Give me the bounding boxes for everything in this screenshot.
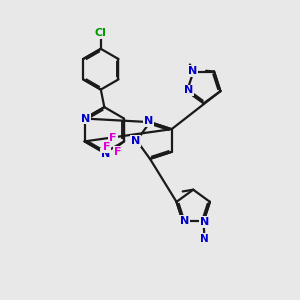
Text: F: F [109,133,117,143]
Text: N: N [184,85,193,95]
Text: F: F [103,142,110,152]
Text: N: N [180,216,189,226]
Text: N: N [131,136,140,146]
Text: N: N [200,217,210,227]
Text: Cl: Cl [95,28,107,38]
Text: N: N [101,148,110,158]
Text: N: N [144,116,153,126]
Text: N: N [188,66,197,76]
Text: N: N [81,114,91,124]
Text: N: N [200,234,208,244]
Text: F: F [114,147,122,157]
